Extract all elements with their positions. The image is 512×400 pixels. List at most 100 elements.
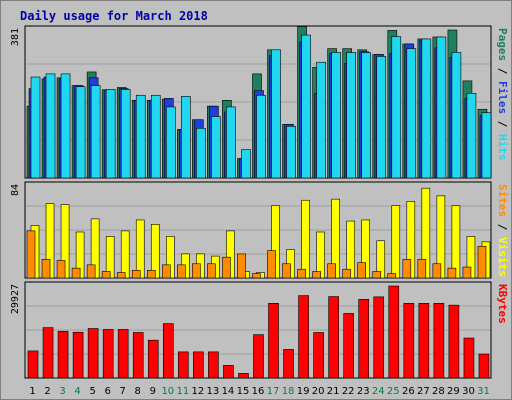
side-label-part: Pages: [496, 28, 509, 61]
hits-bar: [331, 52, 341, 179]
side-label-part: /: [496, 114, 509, 134]
kbytes-bar: [388, 285, 400, 379]
sites-bar: [237, 253, 246, 279]
hits-bar: [120, 89, 131, 179]
sites-bar: [462, 266, 472, 279]
side-label-part: Sites: [496, 184, 509, 217]
kbytes-bar: [328, 296, 339, 379]
hits-bar: [196, 127, 206, 179]
hits-bar: [256, 94, 266, 179]
x-tick-label: 2: [44, 386, 50, 397]
kbytes-bar: [102, 329, 114, 379]
x-tick-label: 9: [150, 386, 156, 397]
hits-bar: [301, 34, 311, 179]
x-tick-label: 18: [282, 386, 295, 397]
sites-bar: [477, 245, 487, 279]
x-tick-label: 7: [120, 386, 126, 397]
hits-bar: [421, 38, 432, 179]
visits-bar: [150, 224, 160, 279]
hits-bar: [346, 52, 356, 179]
sites-bar: [71, 267, 81, 279]
sites-bar: [101, 271, 111, 279]
x-tick-label: 20: [312, 386, 325, 397]
kbytes-bar: [193, 351, 204, 379]
sites-bar: [387, 273, 397, 279]
kbytes-panel: 29927 KBytes: [10, 281, 509, 379]
visits-bar: [135, 219, 145, 279]
kbytes-bar: [418, 302, 430, 379]
x-tick-label: 23: [357, 386, 370, 397]
visits-y-max-label: 84: [10, 184, 21, 196]
kbytes-bar: [268, 302, 279, 379]
x-tick-label: 11: [176, 386, 189, 397]
sites-bar: [41, 259, 51, 279]
kbytes-bar: [178, 351, 189, 379]
hits-bar: [466, 93, 477, 179]
chart-title: Daily usage for March 2018: [20, 9, 208, 23]
visits-bar: [391, 205, 401, 279]
sites-bar: [402, 259, 412, 279]
sites-bar: [131, 270, 141, 279]
x-tick-label: 14: [222, 386, 235, 397]
sites-bar: [342, 268, 351, 279]
hits-bar: [181, 96, 191, 179]
side-label-part: Files: [496, 81, 509, 114]
kbytes-bar: [147, 339, 159, 379]
hits-bar: [406, 48, 417, 179]
kbytes-bar: [283, 349, 294, 379]
x-tick-label: 16: [252, 386, 265, 397]
x-tick-label: 25: [387, 386, 400, 397]
visits-panel: 84 Sites / Visits: [10, 181, 509, 279]
kbytes-bar: [463, 337, 475, 379]
kbytes-bar: [27, 350, 39, 379]
hits-bar: [286, 126, 296, 179]
x-tick-label: 24: [372, 386, 385, 397]
hits-bar: [30, 76, 41, 179]
kbytes-bar: [448, 304, 460, 379]
hits-bar: [211, 116, 221, 179]
sites-bar: [447, 267, 457, 279]
hits-bar: [316, 61, 326, 179]
side-label-part: /: [496, 217, 509, 237]
kbytes-bar: [162, 323, 174, 379]
hits-panel: 381 Pages / Files / Hits: [10, 25, 509, 179]
x-tick-label: 8: [135, 386, 141, 397]
x-tick-label: 10: [161, 386, 174, 397]
sites-bar: [417, 259, 427, 279]
sites-bar: [146, 270, 156, 279]
side-label-part: /: [496, 61, 509, 81]
kbytes-bar: [132, 332, 144, 379]
x-tick-label: 12: [192, 386, 205, 397]
hits-bar: [45, 73, 56, 179]
kbytes-bar: [313, 332, 324, 379]
hits-bar: [165, 106, 176, 179]
sites-bar: [312, 271, 321, 279]
sites-bar: [432, 263, 442, 279]
sites-bar: [222, 256, 231, 279]
hits-bar: [135, 94, 146, 179]
kbytes-bar: [72, 331, 84, 379]
kbytes-bar: [42, 327, 54, 379]
sites-bar: [282, 263, 291, 279]
sites-bar: [116, 272, 126, 279]
visits-side-label: Sites / Visits: [496, 184, 509, 277]
kbytes-bar: [343, 313, 354, 379]
side-label-part: Hits: [496, 134, 509, 161]
x-tick-label: 3: [59, 386, 65, 397]
hits-bar: [391, 36, 402, 179]
visits-bar: [120, 230, 130, 279]
kbytes-side-label: KBytes: [496, 284, 509, 324]
kbytes-bar: [433, 302, 445, 379]
hits-bar: [451, 52, 462, 179]
hits-bar: [481, 112, 492, 179]
sites-bar: [207, 263, 216, 279]
sites-bar: [267, 250, 276, 279]
kbytes-bar: [253, 334, 264, 379]
hits-bar: [241, 149, 251, 179]
hits-bar: [376, 56, 387, 179]
sites-bar: [297, 268, 306, 279]
kbytes-bar: [478, 353, 490, 379]
visits-bar: [451, 205, 461, 279]
